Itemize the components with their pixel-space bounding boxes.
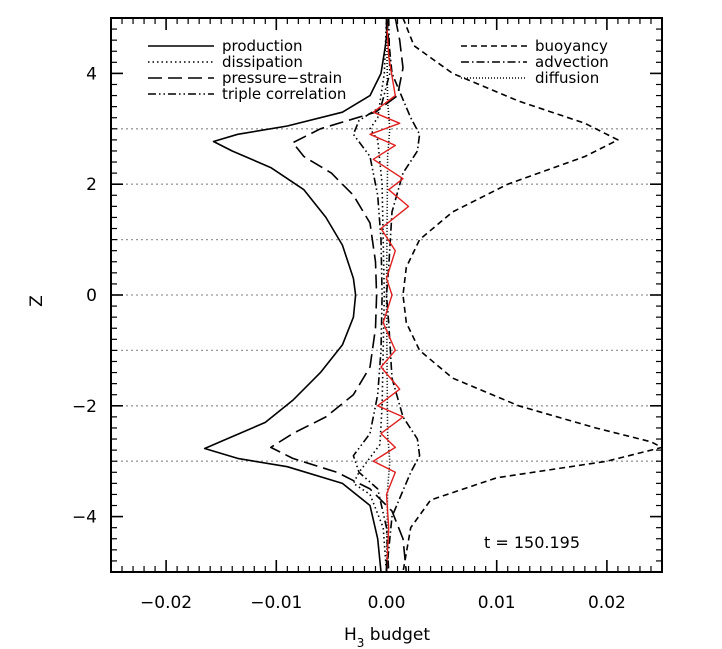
series-line-advection — [385, 17, 421, 573]
y-tick-label: 4 — [86, 64, 97, 84]
ticks — [110, 17, 663, 573]
series-line-triple-correlation — [352, 17, 391, 573]
x-tick-label: 0.00 — [368, 593, 406, 613]
time-annotation: t = 150.195 — [484, 533, 580, 552]
legend-label: pressure−strain — [222, 69, 342, 87]
series-line-production — [203, 17, 390, 573]
legend-label: triple correlation — [222, 85, 346, 103]
tick-labels: −0.02 −0.01 0.00 0.01 0.02 −4 −2 0 2 4 — [72, 64, 626, 613]
series-line-highlight-7 — [369, 17, 410, 573]
x-tick-label: 0.01 — [478, 593, 516, 613]
legend-label: production — [222, 37, 303, 55]
series-line-pressure-strain — [270, 17, 408, 573]
y-axis-title: Z — [27, 295, 47, 307]
series-lines — [203, 17, 663, 573]
y-tick-label: −2 — [72, 397, 97, 417]
y-tick-label: 2 — [86, 175, 97, 195]
x-axis-title-rest: budget — [364, 625, 430, 645]
legend-label: diffusion — [535, 69, 599, 87]
y-tick-label: −4 — [72, 508, 97, 528]
x-tick-label: 0.02 — [588, 593, 626, 613]
series-line-diffusion — [385, 17, 391, 573]
x-axis-title-sub: 3 — [357, 636, 365, 649]
x-axis-title-main: H — [344, 625, 357, 645]
x-axis-title: H3 budget — [344, 625, 430, 649]
x-tick-label: −0.01 — [250, 593, 302, 613]
x-tick-label: −0.02 — [140, 593, 192, 613]
series-line-buoyancy — [402, 17, 663, 573]
legend: productiondissipationpressure−straintrip… — [148, 37, 609, 103]
y-tick-label: 0 — [86, 286, 97, 306]
legend-label: buoyancy — [535, 37, 608, 55]
legend-label: dissipation — [222, 53, 303, 71]
reference-lines — [111, 128, 662, 462]
legend-label: advection — [535, 53, 609, 71]
